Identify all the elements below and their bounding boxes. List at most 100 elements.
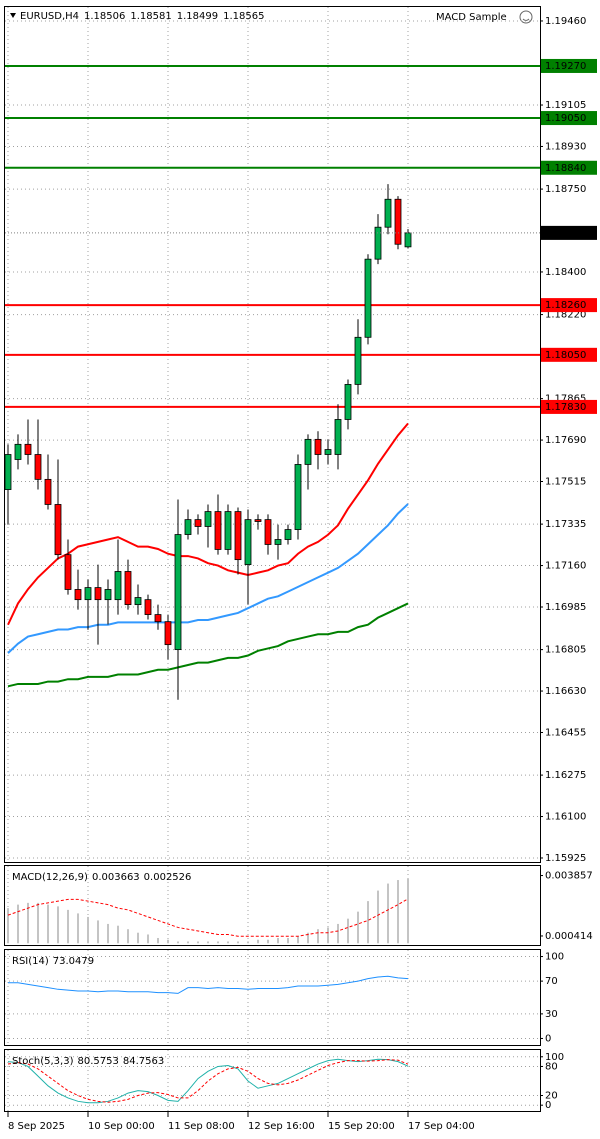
moving-average xyxy=(7,422,409,626)
y-tick-label: 0 xyxy=(545,1033,551,1044)
x-tick-label: 17 Sep 04:00 xyxy=(408,1121,475,1132)
candle-body xyxy=(304,438,312,465)
stoch-panel xyxy=(4,1049,541,1112)
moving-average xyxy=(7,602,409,688)
indicator-value: 0.002526 xyxy=(144,872,192,883)
level-label: 1.19050 xyxy=(545,113,586,124)
candle-body xyxy=(104,589,112,601)
y-tick-label: 1.16985 xyxy=(545,602,586,613)
candle-body xyxy=(214,511,222,550)
level-label: 1.18050 xyxy=(545,350,586,361)
indicator-header: RSI(14) 73.0479 xyxy=(12,956,94,967)
candle-body xyxy=(4,454,12,490)
y-tick-label: 1.17865 xyxy=(545,394,586,405)
ohlc-value: 1.18506 xyxy=(84,11,125,22)
candle-body xyxy=(164,621,172,646)
macd-panel xyxy=(4,865,541,946)
level-label: 1.19270 xyxy=(545,61,586,72)
candle-body xyxy=(174,534,182,651)
candle-body xyxy=(364,258,372,338)
y-tick-label: 1.19105 xyxy=(545,100,586,111)
indicator-title: RSI(14) xyxy=(12,956,49,967)
y-tick-label: 0.003857 xyxy=(545,871,593,882)
candle-body xyxy=(244,519,252,566)
candle-body xyxy=(34,454,42,480)
candle-body xyxy=(324,449,332,455)
y-tick-label: 30 xyxy=(545,1009,558,1020)
y-tick-label: 0.000414 xyxy=(545,931,593,942)
price-label-box xyxy=(541,225,597,240)
ohlc-value: 1.18565 xyxy=(223,11,264,22)
y-tick-label: 1.17690 xyxy=(545,435,586,446)
menu-arrow[interactable] xyxy=(10,13,16,18)
indicator-value: 84.7563 xyxy=(123,1056,164,1067)
candle-body xyxy=(74,589,82,601)
y-tick-label: 1.16275 xyxy=(545,770,586,781)
level-label-box xyxy=(541,298,597,313)
candle-body xyxy=(334,419,342,455)
rsi-panel xyxy=(4,949,541,1046)
candle-body xyxy=(44,478,52,505)
level-label-box xyxy=(541,347,597,362)
candle-body xyxy=(384,198,392,228)
indicator-line xyxy=(7,898,409,937)
x-tick-label: 8 Sep 2025 xyxy=(8,1121,65,1132)
level-label: 1.18840 xyxy=(545,163,586,174)
y-tick-label: 100 xyxy=(545,1052,564,1063)
main-panel xyxy=(4,6,541,863)
y-tick-label: 1.16805 xyxy=(545,645,586,656)
moving-average xyxy=(7,503,409,654)
y-tick-label: 1.16455 xyxy=(545,727,586,738)
candle-body xyxy=(144,599,152,615)
candle-body xyxy=(84,587,92,601)
y-tick-label: 1.16630 xyxy=(545,686,586,697)
indicator-header: Stoch(5,3,3) 80.5753 84.7563 xyxy=(12,1056,164,1067)
level-label-box xyxy=(541,160,597,175)
candle-body xyxy=(184,519,192,535)
candle-body xyxy=(284,529,292,540)
candle-body xyxy=(404,232,412,248)
y-tick-label: 80 xyxy=(545,1061,558,1072)
candle-body xyxy=(14,443,22,460)
candle-body xyxy=(24,443,32,455)
candle-body xyxy=(124,571,132,606)
indicator-title: Stoch(5,3,3) xyxy=(12,1056,74,1067)
level-label-box xyxy=(541,399,597,414)
y-tick-label: 1.18930 xyxy=(545,141,586,152)
indicator-line xyxy=(7,1058,409,1104)
expert-name: MACD Sample xyxy=(436,12,507,23)
indicator-value: 80.5753 xyxy=(77,1056,118,1067)
candle-body xyxy=(294,464,302,530)
y-tick-label: 20 xyxy=(545,1091,558,1102)
y-tick-label: 1.17335 xyxy=(545,519,586,530)
candle-body xyxy=(314,438,322,455)
x-tick-label: 10 Sep 00:00 xyxy=(88,1121,155,1132)
candle-body xyxy=(354,336,362,385)
candle-body xyxy=(114,571,122,601)
x-tick-label: 11 Sep 08:00 xyxy=(168,1121,235,1132)
candle-body xyxy=(154,614,162,623)
candle-body xyxy=(274,539,282,545)
x-tick-label: 15 Sep 20:00 xyxy=(328,1121,395,1132)
chart-header: EURUSD,H4 1.18506 1.18581 1.18499 1.18565 xyxy=(20,11,264,22)
ohlc-value: 1.18499 xyxy=(177,11,218,22)
level-label-box xyxy=(541,111,597,126)
candle-body xyxy=(234,511,242,561)
y-tick-label: 1.18220 xyxy=(545,310,586,321)
indicator-value: 0.003663 xyxy=(92,872,140,883)
level-label: 1.18260 xyxy=(545,300,586,311)
level-label: 1.17830 xyxy=(545,402,586,413)
candle-body xyxy=(224,511,232,550)
y-tick-label: 0 xyxy=(545,1100,551,1111)
y-tick-label: 1.19460 xyxy=(545,16,586,27)
candle-body xyxy=(264,519,272,545)
candle-body xyxy=(344,384,352,420)
indicator-line xyxy=(8,975,409,994)
y-tick-label: 100 xyxy=(545,952,564,963)
expert-icon[interactable] xyxy=(519,10,533,24)
candle-body xyxy=(374,226,382,260)
candle-body xyxy=(194,519,202,527)
candle-body xyxy=(64,554,72,590)
indicator-line xyxy=(7,1059,409,1103)
